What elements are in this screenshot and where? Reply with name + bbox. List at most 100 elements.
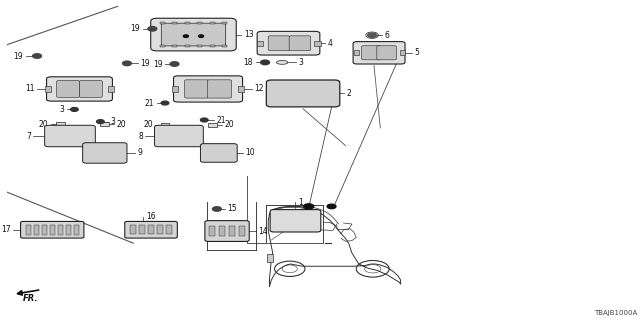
Text: 1: 1 [298,198,303,207]
Bar [210,45,215,47]
Circle shape [148,27,157,31]
Bar [140,225,145,234]
Text: 19: 19 [153,60,163,68]
Bar [239,226,245,236]
Text: 6: 6 [384,31,389,40]
Bar [238,86,244,92]
Text: 3: 3 [60,105,64,114]
Bar [185,22,189,25]
Text: 21: 21 [145,99,154,108]
Circle shape [161,101,169,105]
Bar [314,41,321,46]
Text: 9: 9 [138,148,143,157]
Bar [222,45,227,47]
Bar [166,225,172,234]
Bar [50,225,55,235]
Text: 4: 4 [328,39,333,48]
Text: 19: 19 [140,59,150,68]
Bar [100,122,109,126]
Text: 21: 21 [216,116,226,124]
Circle shape [70,108,78,111]
Bar [34,225,39,235]
FancyBboxPatch shape [184,80,209,98]
Bar [209,123,216,127]
Bar [172,22,177,25]
Bar [45,86,51,92]
Text: 18: 18 [244,58,253,67]
Circle shape [327,204,336,209]
Bar [229,226,235,236]
Text: 20: 20 [117,120,127,129]
Bar [209,226,214,236]
Circle shape [260,60,269,65]
FancyBboxPatch shape [45,125,95,147]
Text: 10: 10 [245,148,255,157]
Text: 20: 20 [225,120,234,129]
Text: 16: 16 [146,212,156,221]
Bar [58,225,63,235]
Text: 19: 19 [13,52,23,60]
FancyBboxPatch shape [353,42,405,64]
Bar [148,225,154,234]
Text: 2: 2 [347,89,351,98]
Bar [257,41,263,46]
Bar [74,225,79,235]
FancyBboxPatch shape [154,125,204,147]
Text: 20: 20 [143,120,153,129]
FancyBboxPatch shape [270,210,321,232]
Bar [159,22,164,25]
FancyBboxPatch shape [207,80,232,98]
FancyBboxPatch shape [257,31,320,55]
Bar [131,225,136,234]
Circle shape [212,207,221,211]
Circle shape [198,35,204,37]
Bar [222,22,227,25]
Text: 14: 14 [258,227,268,236]
Text: 5: 5 [415,48,419,57]
FancyBboxPatch shape [268,36,290,51]
Bar [400,51,405,55]
Ellipse shape [276,60,288,64]
Bar [26,225,31,235]
Bar [185,45,189,47]
Text: 7: 7 [26,132,31,140]
FancyBboxPatch shape [266,80,340,107]
FancyBboxPatch shape [79,81,102,97]
Circle shape [170,62,179,66]
FancyBboxPatch shape [20,221,84,238]
FancyBboxPatch shape [377,46,396,60]
Bar [267,253,273,262]
Text: 20: 20 [39,120,49,129]
FancyBboxPatch shape [47,77,113,101]
Bar [159,45,164,47]
Bar [210,22,215,25]
Text: 19: 19 [131,24,140,33]
Text: 17: 17 [1,225,10,234]
FancyBboxPatch shape [362,46,381,60]
Bar [197,45,202,47]
Bar [56,122,65,126]
Circle shape [33,54,42,58]
Bar [172,86,178,92]
FancyBboxPatch shape [57,81,79,97]
Text: 13: 13 [244,30,253,39]
Bar [197,22,202,25]
FancyBboxPatch shape [151,18,236,51]
Bar [66,225,71,235]
Bar [354,51,359,55]
FancyBboxPatch shape [173,76,243,102]
FancyBboxPatch shape [289,36,310,51]
Text: 8: 8 [138,132,143,140]
Bar [219,226,225,236]
Bar [108,86,115,92]
FancyBboxPatch shape [125,221,177,238]
FancyBboxPatch shape [200,144,237,162]
Bar [172,45,177,47]
Text: TBAJB1000A: TBAJB1000A [593,310,637,316]
Circle shape [367,33,376,37]
FancyBboxPatch shape [83,143,127,163]
Text: 3: 3 [111,117,115,126]
Text: FR.: FR. [23,294,38,303]
Circle shape [200,118,208,122]
Text: 15: 15 [228,204,237,213]
